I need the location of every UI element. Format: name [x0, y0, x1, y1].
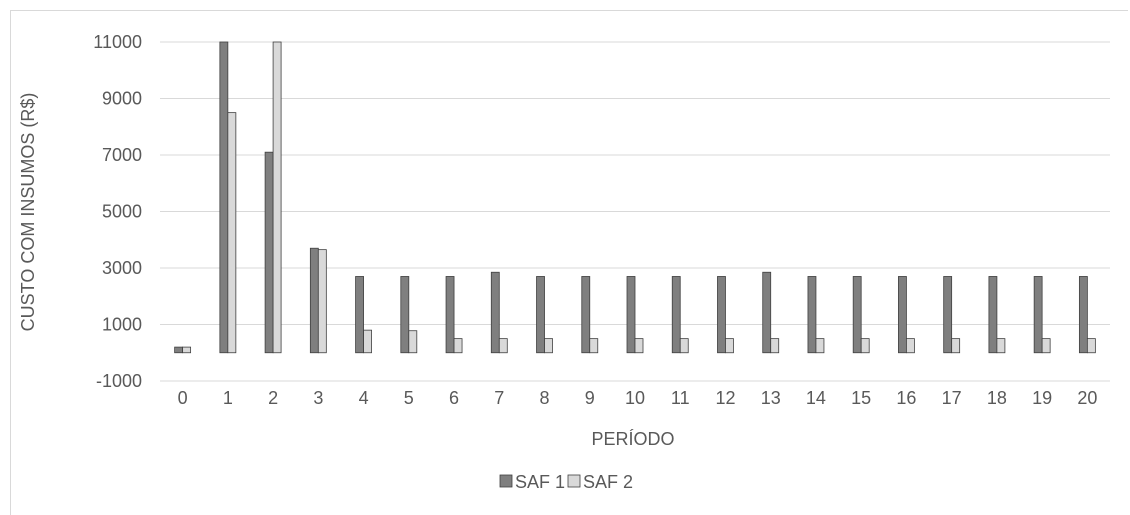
bar-saf-2-period-18 — [996, 338, 1006, 354]
bar-saf-2-period-20 — [1086, 338, 1096, 354]
bar-saf-2-period-3 — [317, 249, 327, 354]
bar-saf-1-period-18 — [988, 276, 998, 354]
bar-saf-2-period-11 — [679, 338, 689, 354]
chart-frame — [10, 10, 1128, 515]
legend-label: SAF 2 — [583, 472, 633, 492]
bar-saf-1-period-8 — [536, 276, 545, 354]
x-tick-label: 20 — [1077, 388, 1097, 408]
legend-swatch — [499, 474, 513, 488]
x-tick-labels: 0 1 2 3 4 5 6 7 8 9 10 11 12 13 14 15 16 17 18 19 20 — [178, 388, 1098, 408]
x-tick-label: 18 — [987, 388, 1007, 408]
bar-saf-1-period-13 — [762, 271, 772, 354]
y-tick-label: 1000 — [102, 315, 142, 335]
bar-saf-2-period-1 — [227, 112, 237, 354]
y-tick-label: 5000 — [102, 202, 142, 222]
bars — [174, 41, 1096, 354]
legend: SAF 1 SAF 2 — [499, 472, 633, 492]
x-tick-label: 9 — [585, 388, 595, 408]
x-tick-label: 8 — [540, 388, 550, 408]
x-tick-label: 1 — [223, 388, 233, 408]
bar-saf-2-period-14 — [815, 338, 825, 354]
bar-saf-2-period-16 — [906, 338, 915, 354]
bar-saf-1-period-20 — [1078, 276, 1088, 354]
bar-saf-1-period-7 — [490, 271, 500, 354]
y-tick-label: 7000 — [102, 145, 142, 165]
bar-saf-1-period-16 — [898, 276, 907, 354]
bar-saf-2-period-8 — [544, 338, 553, 354]
x-tick-label: 4 — [359, 388, 369, 408]
bar-saf-1-period-15 — [852, 276, 862, 354]
y-tick-labels: -1000 1000 3000 5000 7000 9000 11000 — [93, 32, 142, 391]
bar-saf-2-period-17 — [951, 338, 961, 354]
x-tick-label: 16 — [896, 388, 916, 408]
bar-saf-2-period-10 — [634, 338, 644, 354]
bar-saf-2-period-7 — [498, 338, 508, 354]
bar-saf-2-period-6 — [453, 338, 463, 354]
bar-saf-2-period-12 — [725, 338, 734, 354]
bar-saf-2-period-4 — [363, 329, 372, 354]
x-tick-label: 7 — [494, 388, 504, 408]
bar-saf-1-period-4 — [355, 276, 364, 354]
bar-saf-1-period-3 — [309, 247, 319, 354]
legend-label: SAF 1 — [515, 472, 565, 492]
bar-saf-1-period-17 — [943, 276, 953, 354]
bar-saf-1-period-19 — [1033, 276, 1043, 354]
bar-saf-1-period-14 — [807, 276, 817, 354]
bar-saf-1-period-10 — [626, 276, 636, 354]
x-tick-label: 6 — [449, 388, 459, 408]
y-tick-label: 9000 — [102, 89, 142, 109]
x-axis-title: PERÍODO — [591, 429, 674, 449]
x-tick-label: 19 — [1032, 388, 1052, 408]
y-tick-label: -1000 — [96, 371, 142, 391]
bar-saf-2-period-2 — [272, 41, 282, 354]
x-tick-label: 11 — [671, 388, 690, 408]
bar-saf-1-period-0 — [174, 346, 184, 354]
bar-saf-1-period-1 — [219, 41, 229, 354]
bar-saf-2-period-13 — [770, 338, 780, 354]
x-tick-label: 14 — [806, 388, 826, 408]
bar-saf-1-period-12 — [717, 276, 726, 354]
bar-saf-1-period-5 — [400, 276, 410, 354]
x-tick-label: 10 — [625, 388, 645, 408]
x-tick-label: 3 — [313, 388, 323, 408]
x-tick-label: 5 — [404, 388, 414, 408]
bar-saf-2-period-15 — [860, 338, 870, 354]
bar-saf-2-period-5 — [408, 330, 418, 354]
x-tick-label: 2 — [268, 388, 278, 408]
x-tick-label: 0 — [178, 388, 188, 408]
legend-swatch — [567, 474, 581, 488]
x-tick-label: 17 — [942, 388, 962, 408]
bar-saf-2-period-19 — [1041, 338, 1051, 354]
bar-saf-1-period-9 — [581, 276, 591, 354]
y-tick-label: 11000 — [93, 32, 142, 52]
x-tick-label: 12 — [715, 388, 735, 408]
x-tick-label: 15 — [851, 388, 871, 408]
y-tick-label: 3000 — [102, 258, 142, 278]
bar-saf-1-period-6 — [445, 276, 455, 354]
bar-saf-1-period-11 — [671, 276, 681, 354]
y-axis-title: CUSTO COM INSUMOS (R$) — [18, 93, 38, 332]
bar-saf-2-period-0 — [182, 346, 192, 354]
bar-saf-2-period-9 — [589, 338, 599, 354]
bar-saf-1-period-2 — [264, 151, 274, 354]
x-tick-label: 13 — [761, 388, 781, 408]
